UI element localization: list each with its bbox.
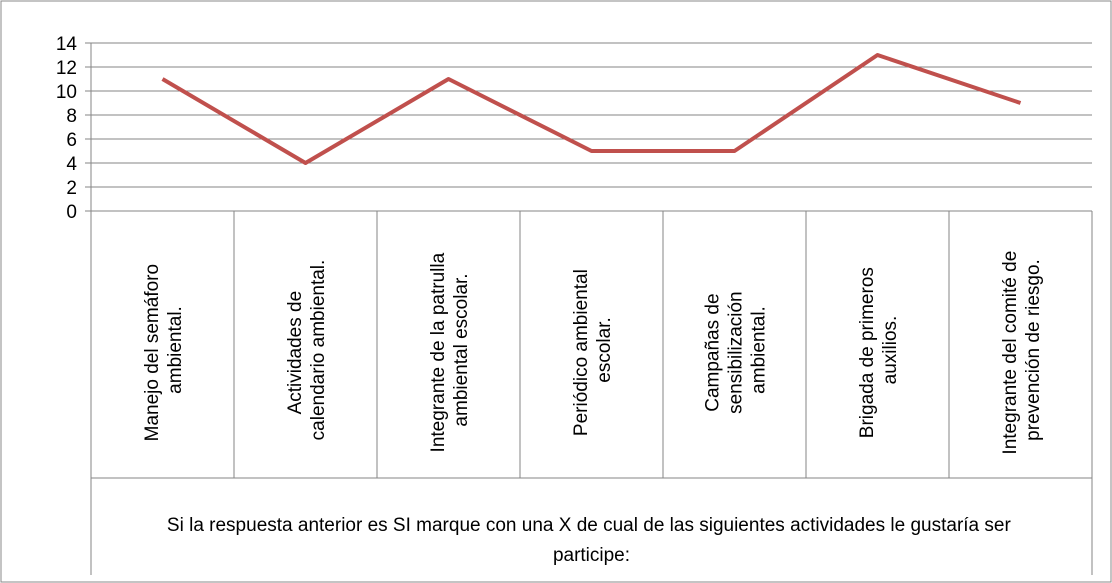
x-tick-label: Integrante del comité de prevención de r… [1000, 245, 1044, 454]
x-tick-label: Integrante de la patrulla ambiental esco… [428, 248, 472, 453]
x-tick-label: Periódico ambiental escolar. [571, 264, 615, 436]
y-tick-label: 14 [56, 34, 78, 55]
x-tick-label: Campañas de sensibilización ambiental. [703, 286, 770, 414]
y-tick-label: 2 [66, 178, 77, 199]
x-tick-label: Manejo del semáforo ambiental. [142, 259, 186, 442]
x-tick-label: Actividades de calendario ambiental. [285, 260, 329, 441]
line-series [161, 53, 1022, 165]
x-tick-label: Brigada de primeros auxilios. [857, 262, 901, 438]
x-axis-title: Si la respuesta anterior es SI marque co… [167, 515, 1016, 566]
y-tick-label: 6 [66, 130, 77, 151]
y-tick-label: 0 [66, 202, 77, 223]
y-tick-label: 4 [66, 154, 77, 175]
y-tick-label: 10 [56, 82, 77, 103]
y-tick-label: 8 [66, 106, 77, 127]
y-tick-label: 12 [56, 58, 77, 79]
